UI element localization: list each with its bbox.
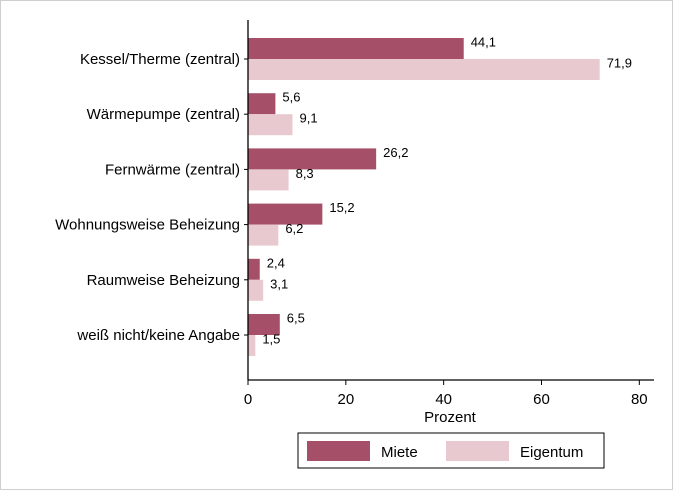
x-tick-label: 20 [337, 391, 354, 408]
category-label: weiß nicht/keine Angabe [76, 327, 240, 344]
bar-eigentum [248, 169, 289, 191]
x-tick-label: 0 [244, 391, 252, 408]
bar-miete [248, 258, 260, 280]
bar-miete [248, 148, 377, 170]
data-label: 8,3 [296, 166, 314, 181]
legend-label: Eigentum [520, 444, 583, 461]
data-label: 6,5 [287, 311, 305, 326]
x-axis-title: Prozent [424, 409, 477, 426]
data-label: 2,4 [267, 255, 285, 270]
bar-eigentum [248, 114, 293, 136]
x-tick-label: 80 [631, 391, 648, 408]
category-label: Raumweise Beheizung [87, 272, 240, 289]
bar-miete [248, 93, 276, 115]
bar-eigentum [248, 224, 279, 246]
data-label: 3,1 [270, 276, 288, 291]
bar-eigentum [248, 59, 600, 80]
bar-miete [248, 203, 323, 225]
bar-eigentum [248, 279, 264, 301]
data-label: 1,5 [262, 332, 280, 347]
data-label: 6,2 [285, 221, 303, 236]
data-label: 71,9 [607, 56, 632, 71]
data-label: 26,2 [383, 145, 408, 160]
bar-miete [248, 314, 280, 335]
x-tick-label: 60 [533, 391, 550, 408]
data-label: 5,6 [282, 90, 300, 105]
legend-swatch-eigentum [446, 441, 509, 461]
category-label: Kessel/Therme (zentral) [80, 51, 240, 68]
legend-swatch-miete [307, 441, 370, 461]
data-label: 15,2 [329, 200, 354, 215]
category-label: Wohnungsweise Beheizung [55, 217, 240, 234]
data-label: 44,1 [471, 35, 496, 50]
bar-eigentum [248, 335, 256, 356]
legend-label: Miete [381, 444, 418, 461]
data-label: 9,1 [300, 111, 318, 126]
x-tick-label: 40 [435, 391, 452, 408]
bar-miete [248, 38, 464, 59]
category-label: Fernwärme (zentral) [105, 161, 240, 178]
category-label: Wärmepumpe (zentral) [87, 106, 240, 123]
